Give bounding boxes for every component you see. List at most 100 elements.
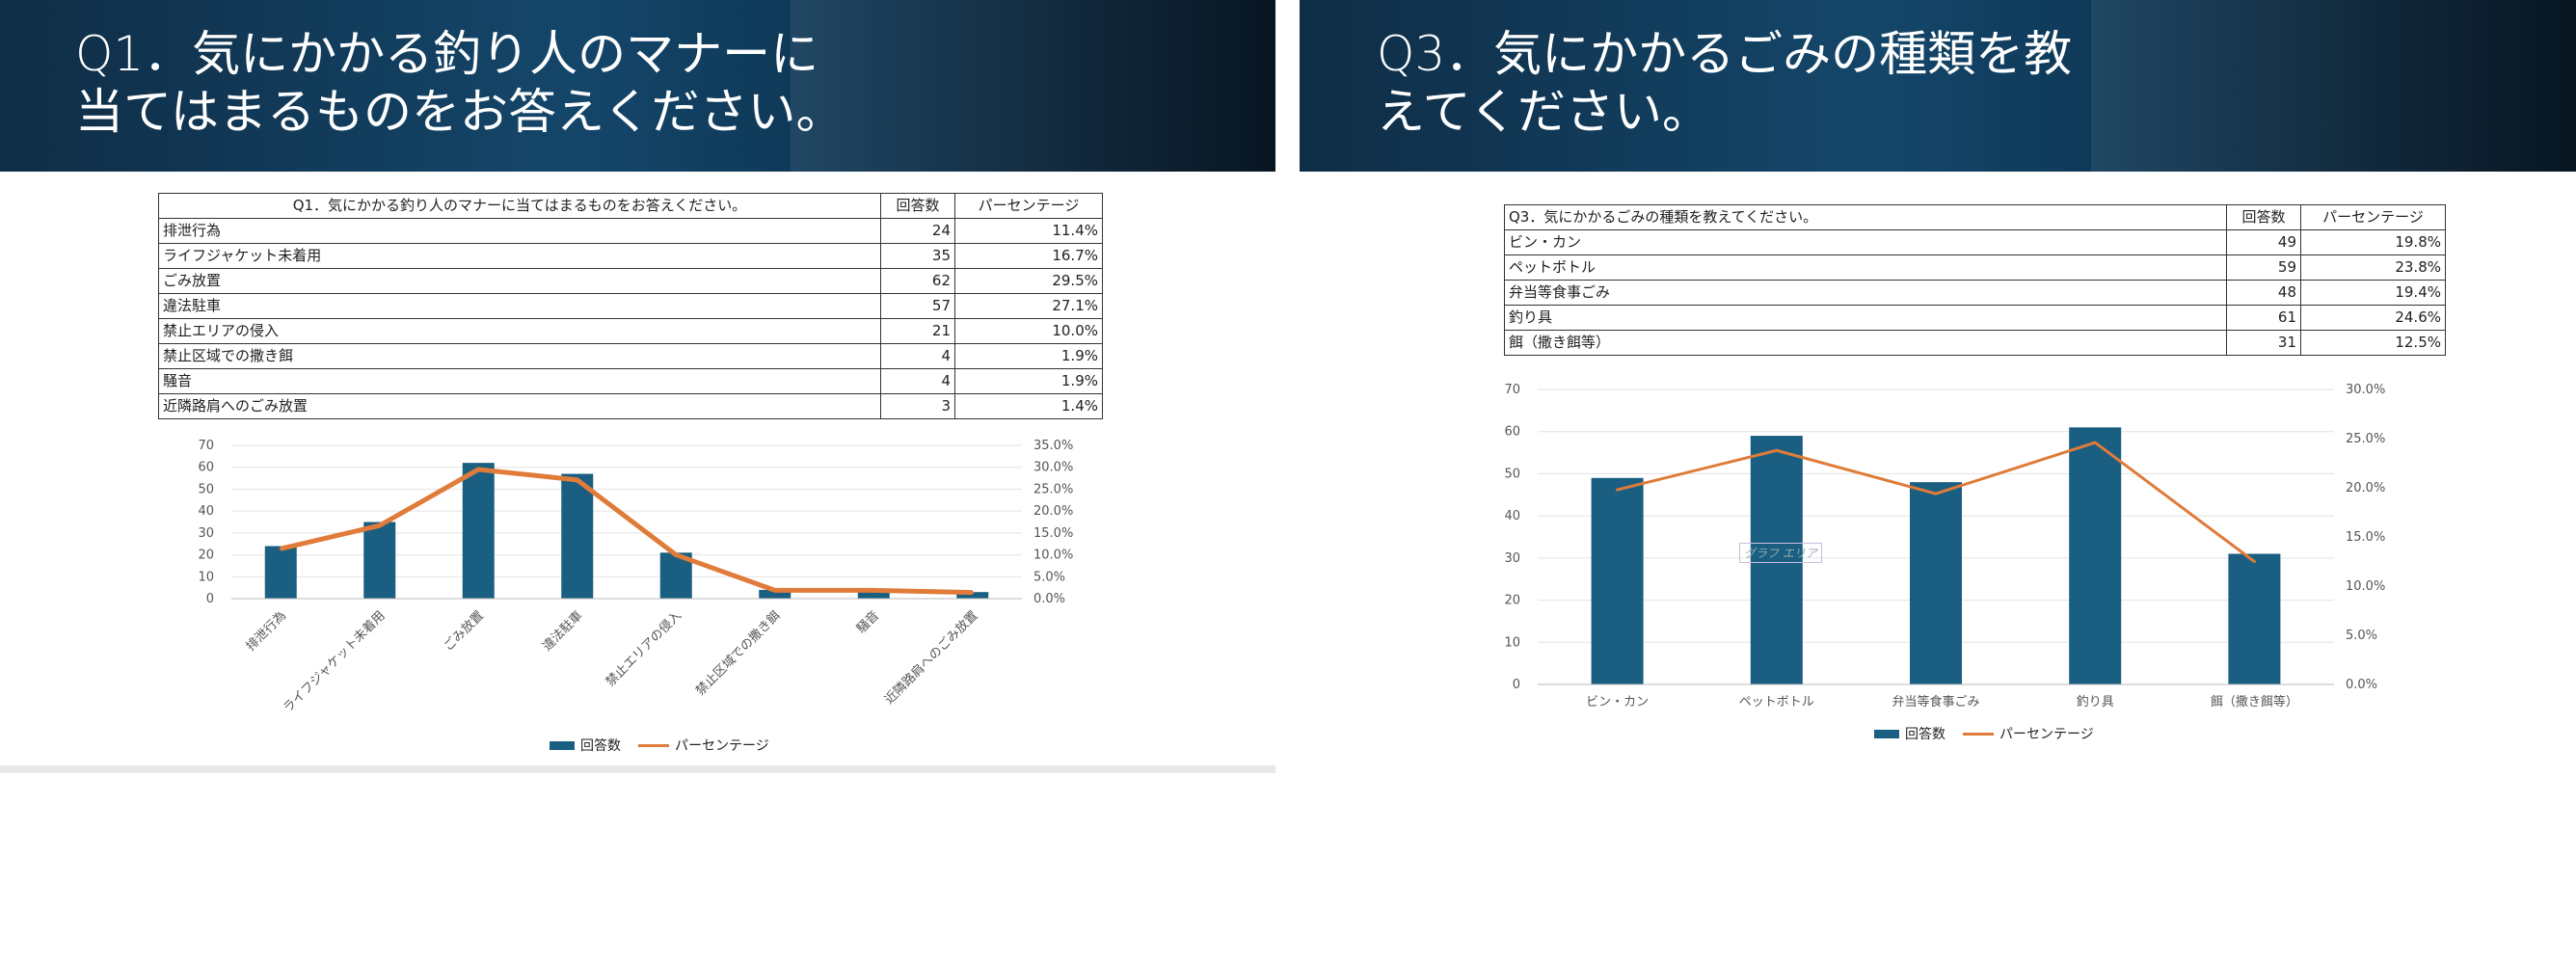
row-percentage: 19.8% xyxy=(2300,229,2446,255)
line-point xyxy=(971,591,975,595)
row-percentage: 23.8% xyxy=(2300,254,2446,281)
table-row: ごみ放置 62 29.5% xyxy=(158,268,1103,294)
legend-swatch-bar xyxy=(550,740,575,750)
x-tick-label: 近隣路肩へのごみ放置 xyxy=(881,608,980,708)
row-percentage: 24.6% xyxy=(2300,305,2446,331)
table-row: 禁止エリアの侵入 21 10.0% xyxy=(158,318,1103,344)
row-count: 24 xyxy=(880,218,955,244)
slide-q3: Q3．気にかかるごみの種類を教 えてください。 Q3．気にかかるごみの種類を教え… xyxy=(1300,0,2576,773)
y-tick-label: 10 xyxy=(1504,635,1520,650)
bar xyxy=(561,473,594,599)
x-tick-label: ライフジャケット未着用 xyxy=(281,608,389,716)
legend-label-percentage: パーセンテージ xyxy=(675,738,769,754)
bar xyxy=(1750,436,1803,684)
line-point xyxy=(576,478,579,482)
row-label: 禁止エリアの侵入 xyxy=(158,318,881,344)
line-point xyxy=(279,547,282,550)
y2-tick-label: 25.0% xyxy=(2346,432,2385,446)
line-point xyxy=(378,523,382,527)
y-tick-label: 30 xyxy=(1504,551,1520,566)
y2-tick-label: 30.0% xyxy=(1033,461,1073,475)
line-point xyxy=(872,588,875,592)
row-percentage: 10.0% xyxy=(954,318,1103,344)
y-tick-label: 30 xyxy=(198,526,214,541)
bar xyxy=(1910,482,1962,684)
legend-swatch-line xyxy=(638,743,669,747)
table-row: ペットボトル 59 23.8% xyxy=(1504,254,2446,281)
y2-tick-label: 10.0% xyxy=(1033,549,1073,563)
row-label: 排泄行為 xyxy=(158,218,881,244)
table-header-row: Q3．気にかかるごみの種類を教えてください。 回答数 パーセンテージ xyxy=(1504,204,2446,230)
row-count: 4 xyxy=(880,343,955,369)
table-row: 排泄行為 24 11.4% xyxy=(158,218,1103,244)
title-banner: Q3．気にかかるごみの種類を教 えてください。 xyxy=(1300,0,2576,172)
y-tick-label: 70 xyxy=(198,439,214,453)
row-count: 4 xyxy=(880,368,955,394)
x-tick-label: 釣り具 xyxy=(2077,694,2114,710)
table-row: 釣り具 61 24.6% xyxy=(1504,305,2446,331)
line-point xyxy=(1616,488,1620,492)
x-tick-label: 禁止エリアの侵入 xyxy=(603,608,684,690)
y-tick-label: 70 xyxy=(1504,383,1520,397)
x-tick-label: 排泄行為 xyxy=(243,608,289,655)
row-count: 3 xyxy=(880,393,955,419)
chart-q3: 0 10 20 30 40 50 60 70 0.0% 5.0% 10.0% 15.0% 20.0% 25… xyxy=(1504,383,2385,710)
row-label: 近隣路肩へのごみ放置 xyxy=(158,393,881,419)
row-count: 49 xyxy=(2226,229,2301,255)
table-row: 騒音 4 1.9% xyxy=(158,368,1103,394)
table-row: 近隣路肩へのごみ放置 3 1.4% xyxy=(158,393,1103,419)
row-label: 禁止区域での撒き餌 xyxy=(158,343,881,369)
row-count: 61 xyxy=(2226,305,2301,331)
y-tick-label: 50 xyxy=(1504,467,1520,481)
line-point xyxy=(674,553,678,557)
line-point xyxy=(476,468,480,471)
row-percentage: 11.4% xyxy=(954,218,1103,244)
x-tick-label: ビン・カン xyxy=(1586,695,1649,710)
y-tick-label: 10 xyxy=(198,570,214,584)
y2-tick-label: 0.0% xyxy=(2346,678,2377,692)
row-percentage: 27.1% xyxy=(954,293,1103,319)
line-point xyxy=(1775,448,1779,452)
table-header-count: 回答数 xyxy=(880,193,955,219)
y2-tick-label: 15.0% xyxy=(2346,530,2385,545)
row-count: 35 xyxy=(880,243,955,269)
table-header-row: Q1．気にかかる釣り人のマナーに当てはまるものをお答えください。 回答数 パーセ… xyxy=(158,193,1103,219)
bar xyxy=(2069,427,2122,684)
y2-tick-label: 15.0% xyxy=(1033,526,1073,541)
table-header-percentage: パーセンテージ xyxy=(954,193,1103,219)
line-point xyxy=(2252,560,2256,563)
y2-tick-label: 5.0% xyxy=(2346,629,2377,643)
y2-tick-label: 0.0% xyxy=(1033,592,1065,606)
x-tick-label: 餌（撒き餌等） xyxy=(2211,694,2298,710)
slide-title: Q1．気にかかる釣り人のマナーに 当てはまるものをお答えください。 xyxy=(75,26,845,140)
row-label: 釣り具 xyxy=(1504,305,2227,331)
row-count: 62 xyxy=(880,268,955,294)
bar xyxy=(759,589,792,599)
line-point xyxy=(2093,441,2097,444)
row-label: 騒音 xyxy=(158,368,881,394)
legend-swatch-line xyxy=(1963,732,1994,736)
y2-tick-label: 10.0% xyxy=(2346,579,2385,594)
table-row: 弁当等食事ごみ 48 19.4% xyxy=(1504,280,2446,306)
results-table: Q1．気にかかる釣り人のマナーに当てはまるものをお答えください。 回答数 パーセ… xyxy=(158,193,1103,419)
table-row: 違法駐車 57 27.1% xyxy=(158,293,1103,319)
table-row: 餌（撒き餌等） 31 12.5% xyxy=(1504,330,2446,356)
y2-tick-label: 5.0% xyxy=(1033,570,1065,584)
bar xyxy=(1591,477,1644,684)
y-tick-label: 50 xyxy=(198,482,214,496)
bar xyxy=(363,522,396,599)
chart-legend: 回答数 パーセンテージ xyxy=(1874,724,2094,743)
table-header-percentage: パーセンテージ xyxy=(2300,204,2446,230)
y-tick-label: 60 xyxy=(1504,425,1520,440)
row-label: ペットボトル xyxy=(1504,254,2227,281)
y2-tick-label: 20.0% xyxy=(1033,504,1073,519)
y2-tick-label: 25.0% xyxy=(1033,482,1073,496)
table-header-count: 回答数 xyxy=(2226,204,2301,230)
row-count: 48 xyxy=(2226,280,2301,306)
line-point xyxy=(1934,492,1938,495)
chart-legend: 回答数 パーセンテージ xyxy=(550,736,769,755)
y-tick-label: 40 xyxy=(198,504,214,519)
results-table: Q3．気にかかるごみの種類を教えてください。 回答数 パーセンテージ ビン・カン… xyxy=(1504,204,2446,356)
y-tick-label: 0 xyxy=(206,592,214,606)
y-tick-label: 20 xyxy=(198,549,214,563)
